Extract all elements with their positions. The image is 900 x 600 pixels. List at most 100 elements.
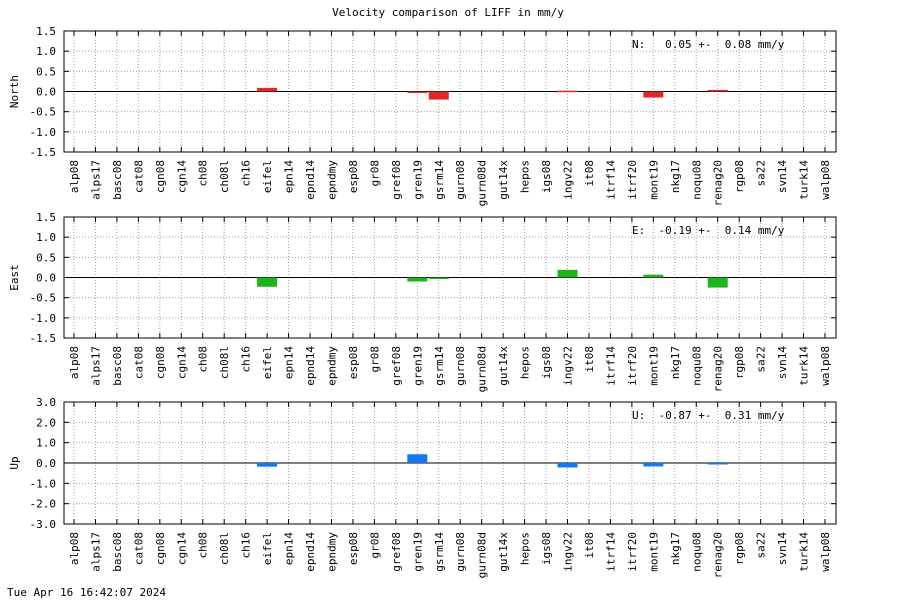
- x-tick-label: cat08: [132, 160, 145, 193]
- x-tick-label: igs08: [540, 160, 553, 193]
- x-tick-label: epn14: [283, 346, 296, 379]
- x-tick-label: alp08: [68, 346, 81, 379]
- x-tick-label: cgn08: [154, 532, 167, 565]
- y-tick-label: 3.0: [36, 396, 56, 409]
- x-tick-label: walp08: [819, 346, 832, 386]
- x-tick-label: gsrm14: [433, 160, 446, 200]
- x-tick-label: mont19: [647, 346, 660, 386]
- x-tick-label: renag20: [712, 532, 725, 578]
- bar-eifel: [257, 87, 278, 92]
- x-tick-label: basc08: [111, 532, 124, 572]
- x-tick-label: it08: [583, 532, 596, 559]
- y-tick-label: -1.5: [30, 146, 57, 159]
- y-tick-label: 0.0: [36, 272, 56, 285]
- x-tick-label: walp08: [819, 160, 832, 200]
- y-tick-label: -0.5: [30, 292, 57, 305]
- y-tick-label: 2.0: [36, 416, 56, 429]
- stats-annotation: E: -0.19 +- 0.14 mm/y: [632, 224, 785, 237]
- x-tick-label: noqu08: [690, 346, 703, 386]
- y-axis-label: East: [8, 264, 21, 291]
- y-tick-label: 0.0: [36, 457, 56, 470]
- x-tick-label: ingv22: [562, 346, 575, 386]
- x-tick-label: ch08l: [218, 160, 231, 193]
- x-tick-label: sa22: [755, 160, 768, 187]
- x-tick-label: epnd14: [304, 346, 317, 386]
- x-tick-label: epn14: [283, 160, 296, 193]
- x-tick-label: nkg17: [669, 160, 682, 193]
- x-tick-label: gut14x: [497, 346, 510, 386]
- y-tick-label: 1.0: [36, 231, 56, 244]
- bar-gsrm14: [428, 277, 449, 279]
- x-tick-label: epnd14: [304, 160, 317, 200]
- y-axis-label: Up: [8, 456, 21, 469]
- x-tick-label: itrf14: [604, 346, 617, 386]
- y-axis-label: North: [8, 75, 21, 108]
- bar-gsrm14: [428, 91, 449, 100]
- bar-renag20: [707, 277, 728, 288]
- x-tick-label: epndmy: [325, 160, 338, 200]
- x-tick-label: ch16: [240, 532, 253, 559]
- y-tick-label: -0.5: [30, 106, 57, 119]
- x-tick-label: renag20: [712, 346, 725, 392]
- x-tick-label: alps17: [89, 160, 102, 200]
- x-tick-label: cgn08: [154, 160, 167, 193]
- x-tick-label: ch08l: [218, 532, 231, 565]
- x-tick-label: mont19: [647, 532, 660, 572]
- x-tick-label: cgn14: [175, 346, 188, 379]
- y-tick-label: 0.0: [36, 86, 56, 99]
- y-tick-label: -1.5: [30, 332, 57, 345]
- x-tick-label: itrf14: [604, 160, 617, 200]
- x-tick-label: cgn14: [175, 532, 188, 565]
- x-tick-label: basc08: [111, 160, 124, 200]
- bar-mont19: [643, 463, 664, 467]
- x-tick-label: gurn08: [454, 346, 467, 386]
- y-tick-label: 0.5: [36, 65, 56, 78]
- x-tick-label: esp08: [347, 346, 360, 379]
- stats-annotation: N: 0.05 +- 0.08 mm/y: [632, 38, 785, 51]
- x-tick-label: ch08l: [218, 346, 231, 379]
- y-tick-label: -1.0: [30, 312, 57, 325]
- x-tick-label: noqu08: [690, 532, 703, 572]
- y-tick-label: 1.0: [36, 45, 56, 58]
- x-tick-label: epndmy: [325, 346, 338, 386]
- x-tick-label: nkg17: [669, 532, 682, 565]
- bar-eifel: [257, 277, 278, 287]
- y-tick-label: -1.0: [30, 126, 57, 139]
- x-tick-label: itrf14: [604, 532, 617, 572]
- x-tick-label: hepos: [519, 532, 532, 565]
- x-tick-label: renag20: [712, 160, 725, 206]
- y-tick-label: 1.5: [36, 25, 56, 38]
- x-tick-label: gr08: [368, 532, 381, 559]
- x-tick-label: gurn08: [454, 160, 467, 200]
- x-tick-label: svn14: [776, 160, 789, 193]
- x-tick-label: svn14: [776, 532, 789, 565]
- x-tick-label: gren19: [411, 532, 424, 572]
- bar-renag20: [707, 463, 728, 465]
- x-tick-label: cat08: [132, 346, 145, 379]
- x-tick-label: igs08: [540, 346, 553, 379]
- x-tick-label: nkg17: [669, 346, 682, 379]
- y-tick-label: 1.5: [36, 211, 56, 224]
- timestamp-footer: Tue Apr 16 16:42:07 2024: [7, 586, 166, 599]
- x-tick-label: gsrm14: [433, 532, 446, 572]
- x-tick-label: epnd14: [304, 532, 317, 572]
- x-tick-label: eifel: [261, 346, 274, 379]
- x-tick-label: alp08: [68, 532, 81, 565]
- x-tick-label: itrf20: [626, 346, 639, 386]
- bar-ingv22: [557, 463, 578, 468]
- x-tick-label: gurn08d: [476, 346, 489, 392]
- x-tick-label: hepos: [519, 160, 532, 193]
- y-tick-label: 1.0: [36, 437, 56, 450]
- bar-gren19: [407, 454, 428, 463]
- x-tick-label: gurn08d: [476, 532, 489, 578]
- bar-renag20: [707, 89, 728, 92]
- x-tick-label: itrf20: [626, 160, 639, 200]
- y-tick-label: -3.0: [30, 518, 57, 531]
- x-tick-label: gurn08: [454, 532, 467, 572]
- x-tick-label: cat08: [132, 532, 145, 565]
- plot-frame: [63, 401, 837, 525]
- x-tick-label: ch16: [240, 346, 253, 373]
- x-tick-label: sa22: [755, 346, 768, 373]
- x-tick-label: gref08: [390, 532, 403, 572]
